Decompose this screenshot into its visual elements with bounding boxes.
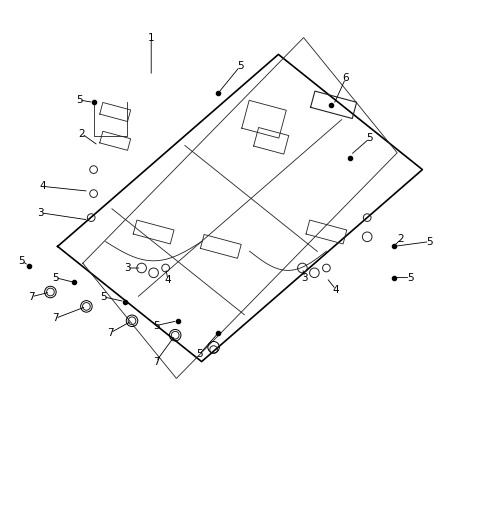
Text: 7: 7: [153, 356, 159, 367]
Text: 5: 5: [18, 256, 25, 266]
Text: 2: 2: [397, 234, 404, 244]
Text: 4: 4: [165, 275, 171, 285]
Text: 1: 1: [148, 33, 155, 42]
Text: 5: 5: [76, 95, 83, 105]
Text: 5: 5: [366, 134, 373, 143]
Text: 3: 3: [37, 208, 44, 218]
Text: 4: 4: [40, 181, 47, 191]
Text: 5: 5: [407, 272, 414, 283]
Text: 7: 7: [107, 328, 114, 338]
Text: 2: 2: [78, 129, 85, 139]
Text: 5: 5: [52, 272, 59, 283]
Text: 5: 5: [100, 292, 107, 302]
Text: 3: 3: [124, 263, 131, 273]
Text: 6: 6: [342, 73, 349, 83]
Text: 3: 3: [301, 272, 308, 283]
Text: 7: 7: [28, 292, 35, 302]
Text: 5: 5: [196, 349, 203, 359]
Text: 5: 5: [237, 61, 243, 71]
Text: 4: 4: [333, 285, 339, 294]
Text: 7: 7: [52, 313, 59, 324]
Text: 5: 5: [426, 237, 433, 247]
Text: 5: 5: [153, 321, 159, 331]
